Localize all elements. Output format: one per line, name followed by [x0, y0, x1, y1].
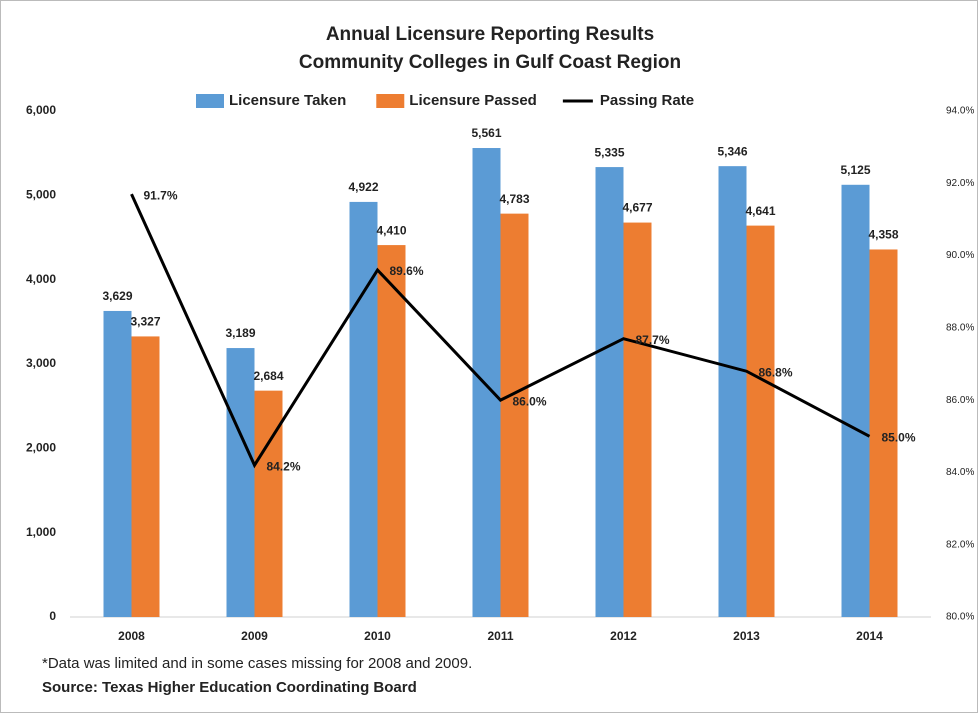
line-value-label: 85.0% [882, 430, 916, 444]
bar [595, 167, 624, 617]
bar-value-label: 3,629 [102, 289, 132, 303]
chart-title: Annual Licensure Reporting Results [326, 24, 654, 45]
y-tick-label: 0 [49, 609, 56, 623]
legend-swatch [196, 94, 224, 108]
legend-swatch [376, 94, 405, 108]
bar [841, 184, 870, 617]
chart-subtitle: Community Colleges in Gulf Coast Region [299, 52, 681, 73]
y2-tick-label: 82.0% [946, 539, 974, 550]
line-value-label: 86.8% [759, 365, 793, 379]
legend-label: Passing Rate [600, 92, 694, 109]
bar-value-label: 5,125 [840, 163, 870, 177]
x-tick-label: 2013 [733, 629, 760, 643]
x-tick-label: 2014 [856, 629, 883, 643]
bar [869, 249, 898, 617]
x-tick-label: 2008 [118, 629, 145, 643]
bar [718, 166, 747, 618]
y-tick-label: 6,000 [26, 103, 56, 117]
legend-label: Licensure Passed [409, 92, 537, 109]
x-tick-label: 2009 [241, 629, 268, 643]
bar [623, 222, 652, 617]
bar-value-label: 5,346 [717, 144, 747, 158]
line-value-label: 86.0% [513, 394, 547, 408]
y2-tick-label: 84.0% [946, 467, 974, 478]
y2-tick-label: 92.0% [946, 178, 974, 189]
y2-tick-label: 90.0% [946, 250, 974, 261]
bar [746, 225, 775, 617]
y2-tick-label: 80.0% [946, 612, 974, 623]
bar-value-label: 5,561 [471, 126, 501, 140]
y-tick-label: 2,000 [26, 441, 56, 455]
y2-tick-label: 86.0% [946, 395, 974, 406]
y2-tick-label: 94.0% [946, 106, 974, 117]
line [130, 193, 871, 469]
bar [226, 348, 255, 617]
y-tick-label: 3,000 [26, 356, 56, 370]
bar [472, 148, 501, 617]
y-tick-label: 4,000 [26, 272, 56, 286]
line-value-label: 87.7% [636, 333, 670, 347]
y-tick-label: 5,000 [26, 188, 56, 202]
x-tick-label: 2010 [364, 629, 391, 643]
x-tick-label: 2012 [610, 629, 637, 643]
bar [500, 213, 529, 617]
bar [131, 336, 160, 617]
line-value-label: 91.7% [144, 188, 178, 202]
source: Source: Texas Higher Education Coordinat… [42, 679, 417, 696]
bar [103, 310, 132, 617]
bar [377, 245, 406, 617]
bar [254, 390, 283, 617]
y-tick-label: 1,000 [26, 525, 56, 539]
bar-value-label: 4,922 [348, 180, 378, 194]
bar-value-label: 4,783 [499, 192, 529, 206]
line-value-label: 89.6% [390, 264, 424, 278]
line-value-label: 84.2% [267, 459, 301, 473]
bar-value-label: 4,410 [376, 223, 406, 237]
bar-value-label: 4,677 [622, 201, 652, 215]
bar [349, 201, 378, 618]
footnote: *Data was limited and in some cases miss… [42, 655, 472, 672]
bar-value-label: 5,335 [594, 145, 624, 159]
bar-value-label: 3,189 [225, 326, 255, 340]
bar-value-label: 2,684 [253, 369, 283, 383]
bar-value-label: 4,358 [868, 228, 898, 242]
bar-value-label: 4,641 [745, 204, 775, 218]
y2-tick-label: 88.0% [946, 322, 974, 333]
x-tick-label: 2011 [487, 629, 513, 643]
legend-label: Licensure Taken [229, 92, 346, 109]
bar-value-label: 3,327 [130, 315, 160, 329]
